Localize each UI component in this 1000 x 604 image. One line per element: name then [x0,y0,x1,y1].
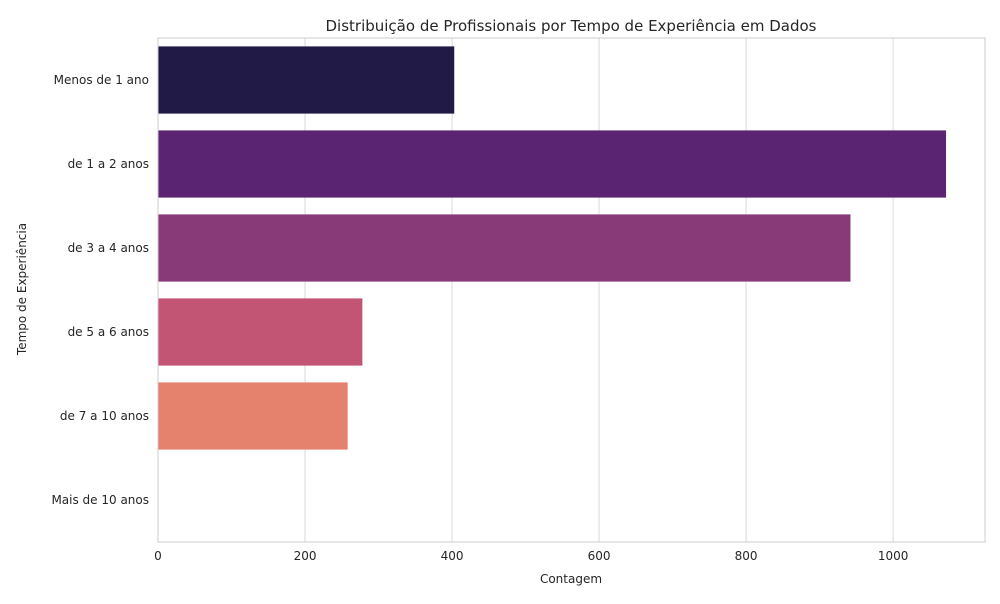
bars-layer [158,46,947,450]
x-axis-label: Contagem [540,572,602,586]
y-tick-label: Menos de 1 ano [54,73,149,87]
bar [158,130,947,198]
x-ticks-layer: 0 200 400 600 800 1000 [154,549,908,563]
chart-title: Distribuição de Profissionais por Tempo … [325,17,816,35]
y-tick-label: de 3 a 4 anos [68,241,149,255]
y-axis-label: Tempo de Experiência [15,223,29,356]
x-tick-label: 1000 [878,549,909,563]
spines-layer [157,37,986,543]
bar [158,298,363,366]
y-tick-label: de 7 a 10 anos [60,409,149,423]
x-tick-label: 600 [588,549,611,563]
bar [158,46,455,114]
bar [158,382,348,450]
plot-frame [157,37,986,543]
x-tick-label: 0 [154,549,162,563]
y-tick-label: Mais de 10 anos [51,493,149,507]
bar [158,214,851,282]
x-tick-label: 800 [735,549,758,563]
x-tick-label: 400 [441,549,464,563]
y-tick-label: de 5 a 6 anos [68,325,149,339]
y-tick-label: de 1 a 2 anos [68,157,149,171]
x-tick-label: 200 [294,549,317,563]
y-ticks-layer: Menos de 1 ano de 1 a 2 anos de 3 a 4 anos… [51,73,149,507]
